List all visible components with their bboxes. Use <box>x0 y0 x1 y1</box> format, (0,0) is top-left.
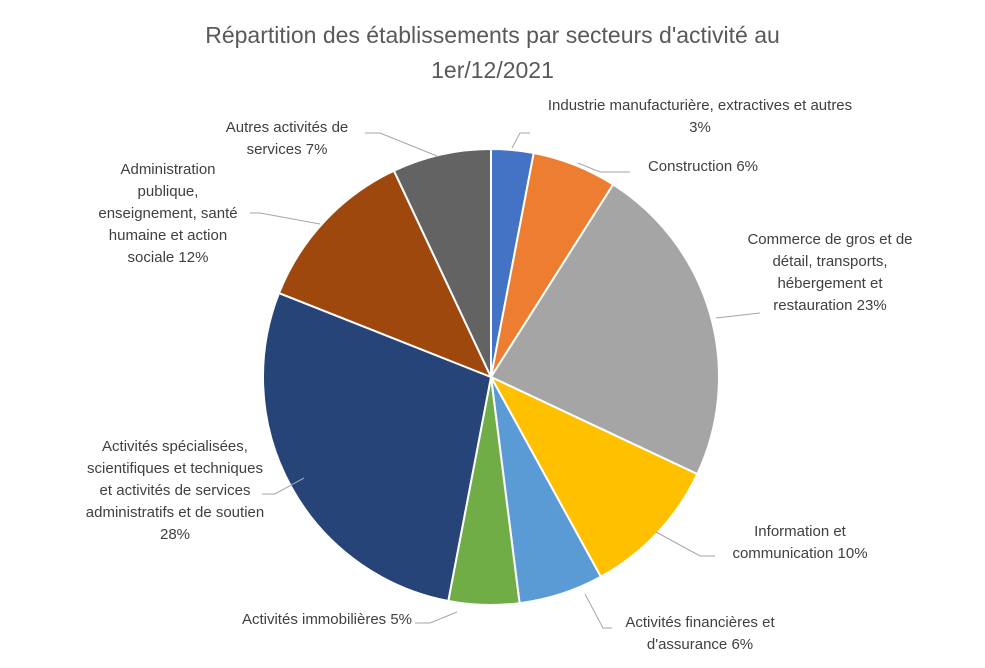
category-name: Autres activités de services <box>225 119 349 158</box>
category-name: Construction <box>647 158 733 175</box>
leader-line <box>262 477 305 495</box>
category-name: Activités immobilières <box>241 611 387 628</box>
leader-line <box>655 531 715 557</box>
value-label: 5% <box>390 611 413 628</box>
data-label: Construction 6% <box>628 156 778 178</box>
leader-line <box>415 611 458 624</box>
category-name: Activités financières et d'assurance <box>625 614 775 653</box>
pie-slice <box>262 291 493 603</box>
category-name: Commerce de gros et de détail, transport… <box>747 231 913 314</box>
leader-line <box>511 132 530 149</box>
category-name: Administration publique, enseignement, s… <box>98 161 238 266</box>
data-label: Activités spécialisées, scientifiques et… <box>85 436 265 546</box>
value-label: 6% <box>736 158 759 175</box>
value-label: 28% <box>159 526 191 543</box>
value-label: 23% <box>856 297 887 314</box>
pie-slice <box>392 147 492 378</box>
value-label: 6% <box>731 636 754 653</box>
chart-title-box: Répartition des établissements par secte… <box>0 18 985 88</box>
category-name: Industrie manufacturière, extractives et… <box>547 97 853 114</box>
data-label: Commerce de gros et de détail, transport… <box>740 229 920 317</box>
data-label: Administration publique, enseignement, s… <box>93 159 243 269</box>
value-label: 10% <box>837 545 868 562</box>
value-label: 7% <box>305 141 328 158</box>
leader-line <box>577 162 630 173</box>
data-label: Activités immobilières 5% <box>237 609 417 631</box>
category-name: Activités spécialisées, scientifiques et… <box>85 438 265 521</box>
pie-slice <box>277 169 493 379</box>
leader-line <box>715 312 761 319</box>
leader-line <box>584 593 612 629</box>
leader-line <box>365 132 438 157</box>
data-label: Activités financières et d'assurance 6% <box>605 612 795 656</box>
value-label: 3% <box>689 119 711 136</box>
value-label: 12% <box>178 249 209 266</box>
leader-line <box>250 212 321 225</box>
data-label: Industrie manufacturière, extractives et… <box>540 95 860 139</box>
pie-slice <box>489 183 720 476</box>
data-label: Information et communication 10% <box>710 521 890 565</box>
chart-title: Répartition des établissements par secte… <box>205 22 780 83</box>
category-name: Information et communication <box>732 523 846 562</box>
data-label: Autres activités de services 7% <box>207 117 367 161</box>
